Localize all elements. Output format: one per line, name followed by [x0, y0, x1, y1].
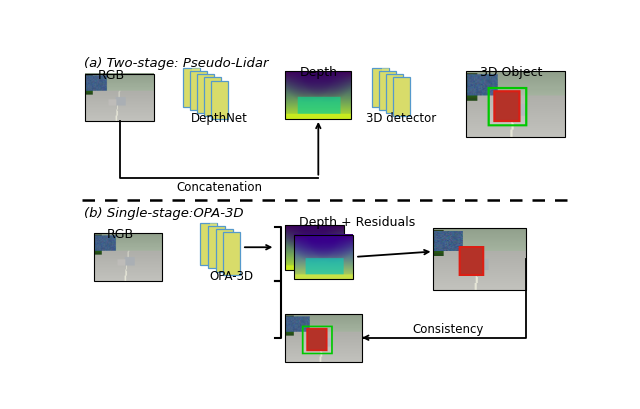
- Text: (a) Two-stage: Pseudo-Lidar: (a) Two-stage: Pseudo-Lidar: [84, 57, 268, 70]
- Bar: [85, 74, 154, 122]
- Bar: [285, 226, 344, 270]
- Text: (b) Single-stage:OPA-3D: (b) Single-stage:OPA-3D: [84, 207, 243, 220]
- Text: 3D Object: 3D Object: [481, 66, 543, 79]
- Text: Concatenation: Concatenation: [176, 180, 262, 193]
- Polygon shape: [211, 81, 228, 120]
- Polygon shape: [386, 75, 403, 114]
- Polygon shape: [381, 69, 389, 108]
- Text: DepthNet: DepthNet: [191, 111, 248, 124]
- Polygon shape: [208, 227, 225, 269]
- Polygon shape: [216, 229, 233, 272]
- Polygon shape: [209, 223, 217, 266]
- Text: RGB: RGB: [98, 69, 125, 82]
- Polygon shape: [193, 69, 200, 108]
- Polygon shape: [223, 233, 241, 275]
- Polygon shape: [200, 223, 217, 266]
- Polygon shape: [393, 78, 410, 117]
- Bar: [294, 235, 353, 279]
- Bar: [466, 72, 565, 137]
- Bar: [94, 234, 162, 281]
- Bar: [285, 314, 362, 362]
- Polygon shape: [379, 72, 396, 110]
- Text: Consistency: Consistency: [412, 322, 484, 335]
- Text: Depth + Residuals: Depth + Residuals: [300, 215, 415, 228]
- Polygon shape: [183, 69, 200, 108]
- Bar: [433, 229, 527, 290]
- Polygon shape: [204, 78, 221, 117]
- Text: Depth: Depth: [300, 66, 337, 79]
- Text: OPA-3D: OPA-3D: [210, 270, 254, 283]
- Polygon shape: [197, 75, 214, 114]
- Text: 3D detector: 3D detector: [367, 111, 436, 124]
- Polygon shape: [190, 72, 207, 110]
- Text: RGB: RGB: [107, 227, 134, 240]
- Bar: [285, 72, 351, 120]
- Polygon shape: [372, 69, 389, 108]
